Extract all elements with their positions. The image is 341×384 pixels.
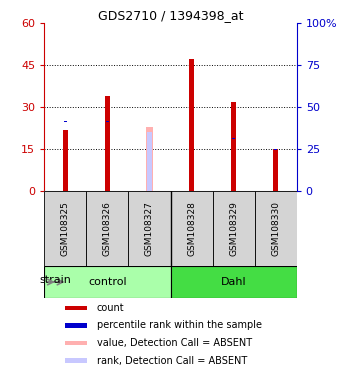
Text: GSM108327: GSM108327 [145, 201, 154, 256]
Bar [170, 191, 212, 266]
Bar [64, 323, 87, 328]
Bar [274, 149, 277, 150]
Bar [105, 96, 110, 191]
Bar [146, 127, 153, 191]
Title: GDS2710 / 1394398_at: GDS2710 / 1394398_at [98, 9, 243, 22]
Text: GSM108330: GSM108330 [271, 201, 280, 256]
Text: strain: strain [39, 275, 71, 285]
Bar [44, 191, 86, 266]
Bar [273, 149, 278, 191]
Text: control: control [88, 277, 127, 287]
Bar [147, 132, 152, 191]
Bar [189, 60, 194, 191]
Bar [170, 266, 297, 298]
Bar [86, 191, 129, 266]
Text: value, Detection Call = ABSENT: value, Detection Call = ABSENT [97, 338, 252, 348]
Text: GSM108329: GSM108329 [229, 201, 238, 256]
Bar [212, 191, 255, 266]
Bar [64, 341, 87, 345]
Bar [64, 358, 87, 363]
Bar [231, 102, 236, 191]
Text: GSM108326: GSM108326 [103, 201, 112, 256]
Bar [232, 138, 235, 139]
Bar [64, 121, 67, 122]
Bar [255, 191, 297, 266]
Text: percentile rank within the sample: percentile rank within the sample [97, 320, 262, 330]
Text: count: count [97, 303, 124, 313]
Bar [129, 191, 170, 266]
Bar [44, 266, 170, 298]
Text: Dahl: Dahl [221, 277, 247, 287]
Text: rank, Detection Call = ABSENT: rank, Detection Call = ABSENT [97, 356, 247, 366]
Bar [106, 121, 109, 122]
Bar [64, 306, 87, 310]
Text: GSM108325: GSM108325 [61, 201, 70, 256]
Text: GSM108328: GSM108328 [187, 201, 196, 256]
Bar [63, 130, 68, 191]
